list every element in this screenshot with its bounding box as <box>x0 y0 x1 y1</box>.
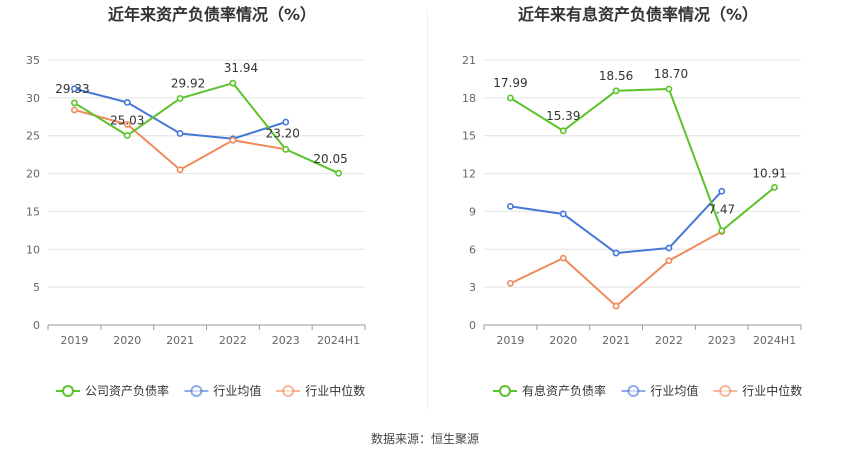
x-tick-label: 2023 <box>708 334 736 347</box>
data-point <box>123 120 131 128</box>
y-tick-label: 15 <box>26 205 40 218</box>
data-label: 29.33 <box>55 82 89 96</box>
x-tick-label: 2022 <box>655 334 683 347</box>
data-label: 25.03 <box>110 113 144 127</box>
x-tick-label: 2020 <box>549 334 577 347</box>
y-tick-label: 9 <box>469 205 476 218</box>
data-point <box>335 169 342 177</box>
data-label: 17.99 <box>493 76 527 90</box>
legend-label: 有息资产负债率 <box>522 383 606 398</box>
legend-item: 行业均值 <box>184 383 261 398</box>
data-label: 18.56 <box>599 69 633 83</box>
y-tick-label: 18 <box>462 92 476 105</box>
data-point <box>123 132 131 139</box>
data-point <box>71 85 78 93</box>
data-point <box>176 95 184 102</box>
data-point <box>176 166 184 174</box>
data-label: 18.70 <box>654 67 688 81</box>
data-label: 10.91 <box>752 166 786 180</box>
data-point <box>282 145 290 153</box>
legend-label: 行业中位数 <box>742 383 802 398</box>
data-point <box>229 79 237 87</box>
data-point <box>176 130 184 137</box>
legend-item: 行业均值 <box>621 383 698 398</box>
x-tick-label: 2022 <box>219 334 247 347</box>
y-tick-label: 5 <box>33 281 40 294</box>
legend-swatch-marker <box>282 385 295 397</box>
data-point <box>507 202 514 210</box>
data-point <box>559 127 567 135</box>
data-point <box>559 210 567 218</box>
x-tick-label: 2019 <box>60 334 88 347</box>
x-tick-label: 2020 <box>113 334 141 347</box>
y-tick-label: 25 <box>26 130 40 143</box>
legend-label: 行业中位数 <box>305 383 365 398</box>
x-tick-label: 2021 <box>602 334 630 347</box>
data-point <box>718 227 726 235</box>
legend-swatch-marker <box>627 385 640 397</box>
data-point <box>559 254 567 262</box>
data-point <box>612 302 620 310</box>
legend-item: 行业中位数 <box>713 383 802 398</box>
y-tick-label: 15 <box>462 130 476 143</box>
legend-label: 行业均值 <box>650 383 698 398</box>
data-point <box>71 106 78 114</box>
legend-swatch-marker <box>62 385 74 397</box>
y-tick-label: 12 <box>462 168 476 181</box>
y-tick-label: 21 <box>462 54 476 67</box>
data-point <box>718 187 726 195</box>
data-point <box>123 99 131 106</box>
x-tick-label: 2024H1 <box>753 334 796 347</box>
y-tick-label: 35 <box>26 54 40 67</box>
data-point <box>665 257 673 265</box>
legend-swatch-marker <box>190 385 203 397</box>
x-tick-label: 2023 <box>272 334 300 347</box>
series-line <box>510 190 723 255</box>
x-tick-label: 2021 <box>166 334 194 347</box>
y-tick-label: 30 <box>26 92 40 105</box>
data-point <box>282 118 290 126</box>
chart-title: 近年来资产负债率情况（%） <box>108 5 316 24</box>
legend-item: 有息资产负债率 <box>493 383 606 398</box>
legend-label: 公司资产负债率 <box>85 383 169 398</box>
series-line <box>509 88 776 232</box>
chart-title: 近年来有息资产负债率情况（%） <box>518 5 758 24</box>
data-label: 29.92 <box>171 76 205 90</box>
legend-swatch-marker <box>499 385 511 397</box>
panel-divider <box>427 10 428 410</box>
data-point <box>229 136 237 144</box>
y-tick-label: 0 <box>33 319 40 332</box>
legend-label: 行业均值 <box>213 383 261 398</box>
data-point <box>771 183 778 191</box>
series-line <box>74 109 286 171</box>
series-line <box>509 230 723 308</box>
data-label: 23.20 <box>266 126 300 140</box>
data-point <box>665 244 673 252</box>
data-point <box>612 87 620 95</box>
legend-item: 行业中位数 <box>276 383 365 398</box>
y-tick-label: 6 <box>469 243 476 256</box>
y-tick-label: 10 <box>26 243 40 256</box>
x-tick-label: 2019 <box>496 334 524 347</box>
data-label: 15.39 <box>546 109 580 123</box>
y-tick-label: 3 <box>469 281 476 294</box>
legend-swatch-marker <box>719 385 732 397</box>
data-point <box>71 99 78 107</box>
data-point <box>507 94 514 102</box>
series-line <box>73 82 339 175</box>
x-tick-label: 2024H1 <box>317 334 360 347</box>
chart-panel-2: 近年来有息资产负债率情况（%） 0 3 6 9 12 15 18 21 2019 2020 2021 2… <box>462 5 802 398</box>
data-label: 20.05 <box>313 152 347 166</box>
data-point <box>507 279 514 287</box>
y-tick-label: 0 <box>469 319 476 332</box>
legend-item: 公司资产负债率 <box>56 383 169 398</box>
data-label: 31.94 <box>224 61 258 75</box>
y-tick-label: 20 <box>26 168 40 181</box>
data-point <box>665 85 673 93</box>
data-label: 7.47 <box>708 203 735 217</box>
data-point <box>612 249 620 257</box>
chart-panel-1: 近年来资产负债率情况（%） 0 5 10 15 20 25 30 35 2019 2020 2021 2… <box>26 5 366 398</box>
data-source-note: 数据来源：恒生聚源 <box>370 432 479 446</box>
